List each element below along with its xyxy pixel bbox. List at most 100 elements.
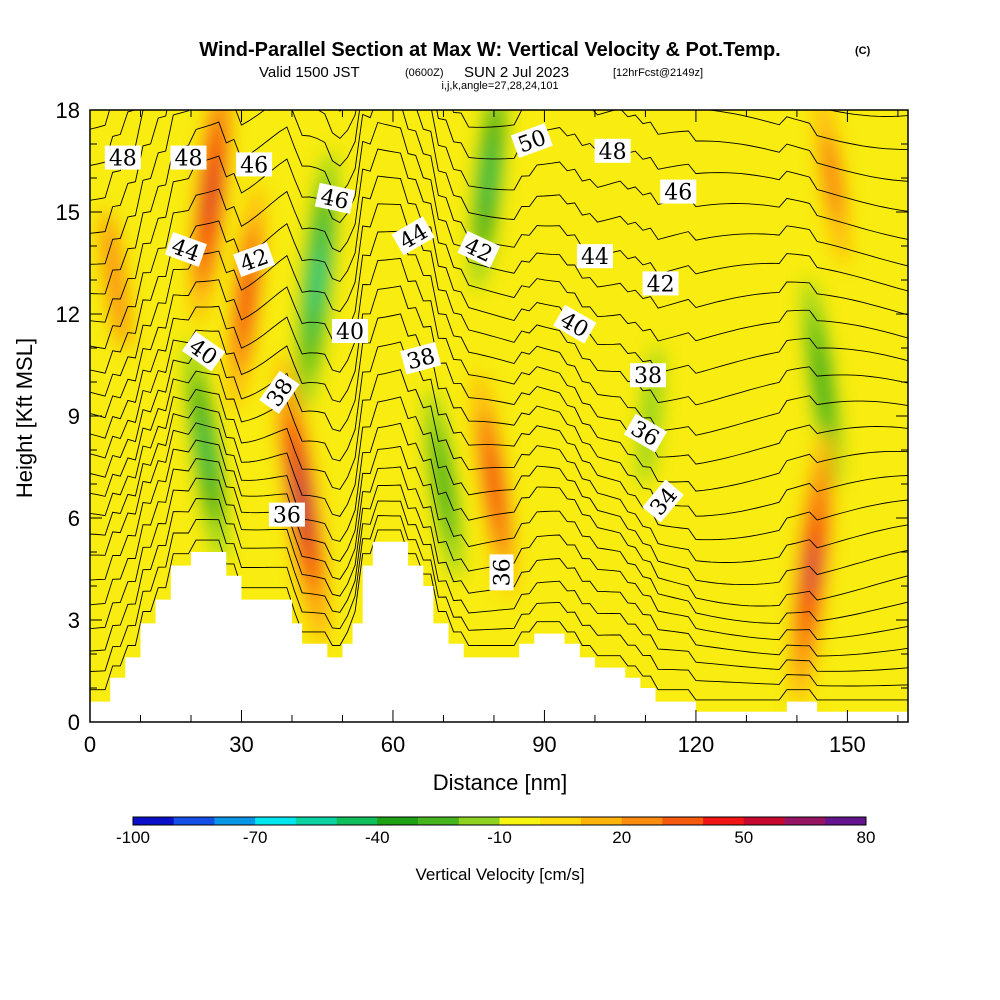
colorbar-segment: [418, 817, 460, 825]
contour-label-box: [268, 502, 305, 527]
contour-label-box: [181, 331, 226, 372]
colorbar-segment: [703, 817, 745, 825]
contour-label-box: [660, 179, 697, 204]
w-contour-band: [815, 347, 829, 417]
contour-label-box: [233, 242, 276, 278]
theta-contour-label: 38: [259, 370, 300, 414]
contour-label-box: [642, 479, 684, 523]
contour-label-box: [170, 145, 207, 170]
colorbar-segment: [540, 817, 582, 825]
contour-label-box: [629, 363, 666, 388]
w-contour-band: [437, 452, 450, 516]
theta-contour-label: 40: [332, 319, 369, 345]
theta-contour-label: 46: [660, 179, 697, 206]
contour-label-value: 48: [109, 147, 137, 172]
contour-label-value: 48: [599, 140, 627, 165]
colorbar-tick-label: -70: [243, 828, 268, 847]
colorbar-segment: [662, 817, 704, 825]
x-axis-label: Distance [nm]: [433, 770, 568, 795]
colorbar-label: Vertical Velocity [cm/s]: [415, 865, 584, 884]
colorbar-tick-label: 20: [612, 828, 631, 847]
w-cell-downdraft: [803, 278, 841, 486]
theta-contour-line: [90, 313, 908, 517]
theta-contour-line: [90, 396, 908, 586]
contour-label-value: 38: [634, 364, 662, 389]
theta-contour-line: [90, 121, 908, 323]
colorbar-segment: [336, 817, 378, 825]
subtitle-utc: (0600Z): [405, 67, 444, 79]
theta-contour-label: 48: [104, 145, 141, 172]
theta-contour-line: [90, 110, 908, 240]
chart-title-mark: (C): [855, 45, 871, 57]
x-tick-label: 150: [829, 732, 866, 757]
theta-contour-line: [90, 148, 908, 350]
colorbar-segment: [621, 817, 663, 825]
contour-label-value: 40: [336, 320, 364, 345]
w-cell-downdraft: [426, 388, 461, 580]
contour-label-box: [314, 182, 355, 214]
contour-label-box: [104, 145, 141, 170]
colorbar-segment: [580, 817, 622, 825]
theta-contour-line: [90, 341, 908, 541]
theta-contour-line: [90, 110, 908, 267]
w-contour-band: [199, 412, 213, 488]
w-cell-downdraft: [186, 338, 227, 562]
contour-label-box: [259, 370, 300, 414]
colorbar: [132, 816, 867, 826]
potential-temperature-contours: [90, 110, 908, 701]
theta-contour-line: [90, 230, 908, 436]
w-cell-updraft: [101, 210, 129, 350]
colorbar-tick-label: -40: [365, 828, 390, 847]
theta-contour-line: [90, 203, 908, 406]
contour-label-value: 46: [664, 181, 692, 206]
contour-label-box: [164, 231, 207, 267]
x-tick-label: 30: [229, 732, 253, 757]
chart-subtitle: Valid 1500 JST (0600Z) SUN 2 Jul 2023 [1…: [259, 64, 703, 81]
w-contour-band: [101, 210, 129, 350]
w-contour-band: [312, 247, 323, 313]
theta-contour-line: [90, 257, 908, 465]
w-cell-updraft: [816, 110, 849, 265]
theta-contour-label: 38: [629, 363, 666, 389]
colorbar-tick-label: -100: [116, 828, 150, 847]
x-tick-label: 90: [532, 732, 556, 757]
colorbar-tick-label: 80: [857, 828, 876, 847]
theta-contour-label: 46: [314, 182, 355, 215]
x-tick-label: 60: [381, 732, 405, 757]
colorbar-segment: [458, 817, 500, 825]
theta-contour-label: 36: [268, 502, 305, 529]
w-contour-band: [240, 259, 253, 335]
contour-label-value: 46: [318, 185, 351, 215]
y-tick-label: 3: [68, 608, 80, 633]
colorbar-segment: [825, 817, 867, 825]
contour-label-box: [510, 123, 553, 159]
contour-label-value: 46: [240, 153, 268, 178]
subtitle-grid-index: i,j,k,angle=27,28,24,101: [441, 80, 558, 92]
contour-label-box: [236, 152, 273, 177]
subtitle-forecast: [12hrFcst@2149z]: [613, 67, 703, 79]
y-tick-label: 6: [68, 506, 80, 531]
y-axis-label: Height [Kft MSL]: [12, 338, 37, 498]
colorbar-segment: [173, 817, 215, 825]
contour-label-box: [332, 319, 369, 343]
contour-label-box: [553, 304, 597, 344]
colorbar-segment: [295, 817, 337, 825]
colorbar-segment: [784, 817, 826, 825]
theta-contour-line: [90, 422, 908, 607]
w-contour-band: [206, 162, 217, 228]
theta-contour-line: [90, 369, 908, 563]
theta-contour-line: [90, 285, 908, 492]
theta-contour-label: 48: [170, 145, 207, 172]
contour-label-value: 36: [273, 504, 301, 529]
colorbar-segment: [214, 817, 256, 825]
contour-label-box: [400, 341, 442, 375]
colorbar-segment: [133, 817, 175, 825]
contour-label-box: [489, 554, 514, 591]
y-tick-label: 18: [56, 98, 80, 123]
w-contour-band: [824, 134, 841, 222]
contour-label-value: 48: [174, 147, 202, 172]
colorbar-tick-labels: -100 -70 -40 -10 20 50 80: [116, 828, 875, 847]
